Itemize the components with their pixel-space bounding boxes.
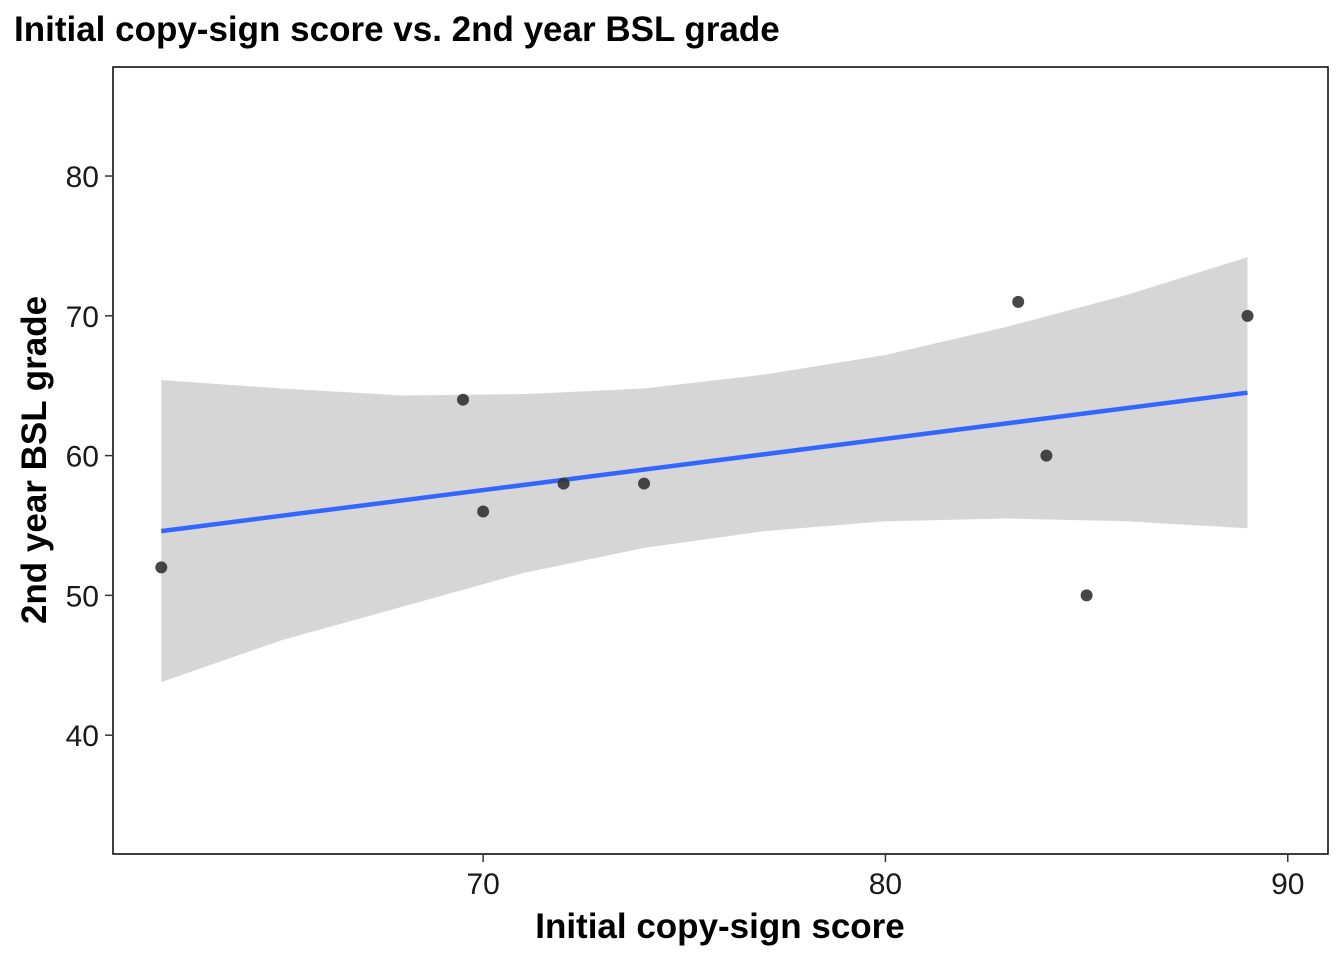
x-tick-label: 70 (466, 868, 499, 901)
x-tick-label: 90 (1271, 868, 1304, 901)
x-axis-title: Initial copy-sign score (535, 907, 905, 946)
data-point (1080, 589, 1093, 602)
data-point (155, 561, 168, 574)
data-point (477, 505, 490, 518)
x-tick-label: 80 (869, 868, 902, 901)
data-point (557, 477, 570, 490)
data-point (1241, 309, 1254, 322)
regression-line (160, 390, 1248, 534)
y-tick-label: 70 (66, 301, 99, 334)
y-tick-label: 40 (66, 720, 99, 753)
chart-title: Initial copy-sign score vs. 2nd year BSL… (14, 10, 780, 49)
y-tick-label: 50 (66, 580, 99, 613)
y-axis-title: 2nd year BSL grade (15, 296, 54, 624)
plot-panel-border (112, 66, 1329, 855)
data-point (638, 477, 651, 490)
data-point (1012, 295, 1025, 308)
confidence-band (161, 257, 1248, 683)
data-point (457, 393, 470, 406)
data-point (1040, 449, 1053, 462)
y-tick-label: 80 (66, 161, 99, 194)
y-tick-label: 60 (66, 441, 99, 474)
